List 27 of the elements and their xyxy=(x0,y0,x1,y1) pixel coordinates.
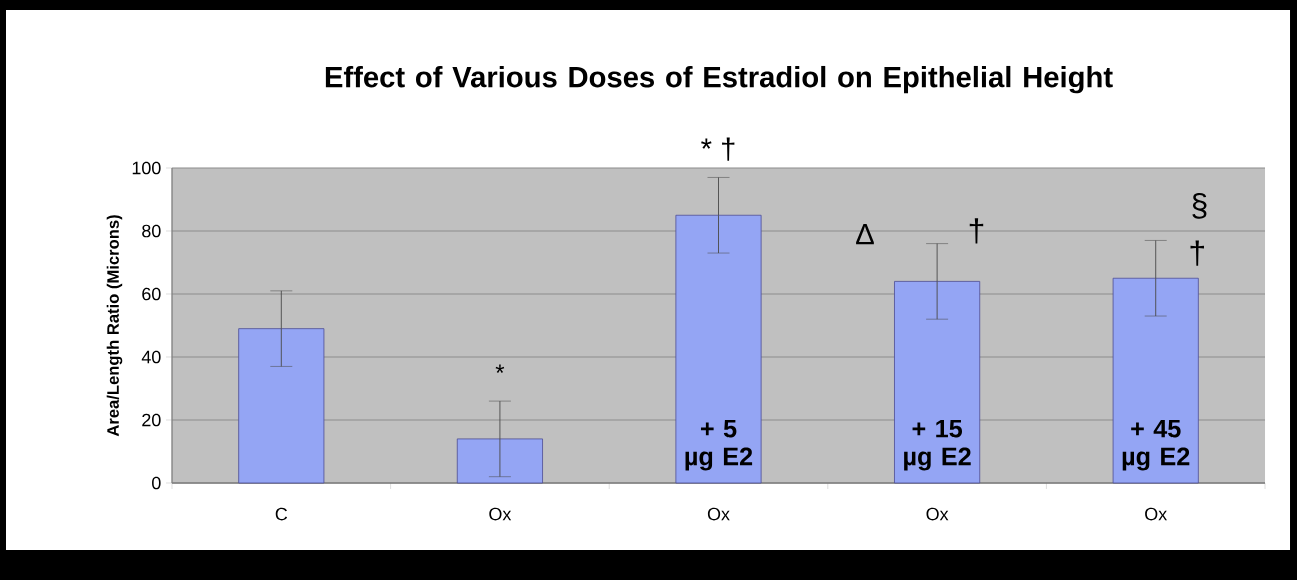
x-tick-label: C xyxy=(275,507,288,521)
y-tick-label: 80 xyxy=(142,224,161,238)
annotation: † xyxy=(969,218,984,244)
y-tick-label: 0 xyxy=(152,476,161,490)
annotation: Δ xyxy=(856,224,874,245)
bar xyxy=(456,438,543,484)
y-tick-label: 20 xyxy=(142,413,161,427)
x-tick-label: Ox xyxy=(707,507,730,521)
annotation: + 45 µg E2 xyxy=(1122,419,1190,471)
x-tick-label: Ox xyxy=(489,507,512,521)
annotation: + 15 µg E2 xyxy=(904,419,971,471)
y-tick-label: 100 xyxy=(132,161,161,175)
x-tick-label: Ox xyxy=(1145,507,1167,521)
bar xyxy=(238,328,325,484)
annotation: † xyxy=(1190,240,1204,266)
y-axis-title: Area/Length Ratio (Microns) xyxy=(106,215,123,437)
chart-title: Effect of Various Doses of Estradiol on Epithelial Height xyxy=(325,65,1113,94)
annotation: + 5 µg E2 xyxy=(685,419,753,471)
y-tick-label: 60 xyxy=(142,287,161,301)
bar xyxy=(1112,277,1199,484)
bar xyxy=(894,281,981,484)
y-tick-label: 40 xyxy=(141,350,161,364)
text: * † xyxy=(701,137,735,161)
bar xyxy=(675,214,762,484)
x-tick-label: Ox xyxy=(926,507,949,521)
annotation: * xyxy=(495,364,505,373)
annotation: § xyxy=(1192,192,1207,219)
